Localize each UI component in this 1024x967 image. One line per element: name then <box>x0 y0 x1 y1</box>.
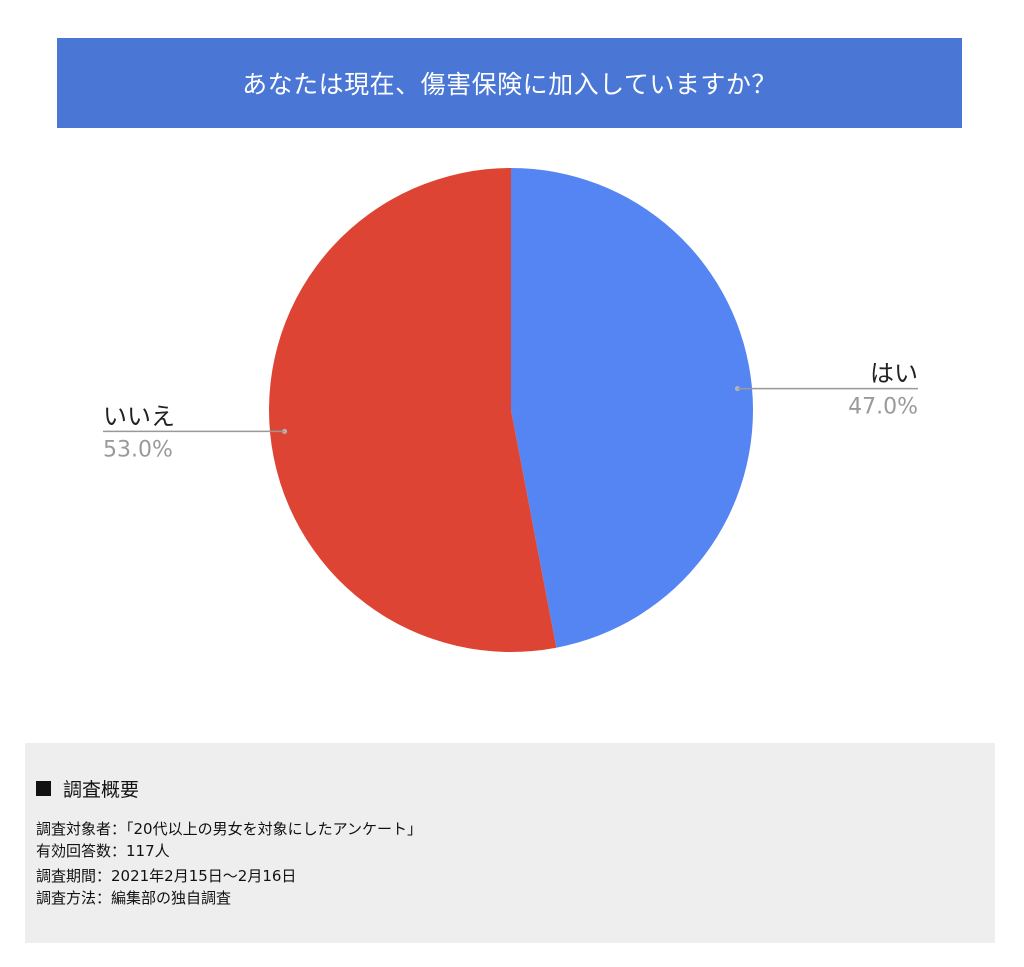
slice-percent-yes: 47.0% <box>848 395 918 420</box>
survey-responses: 有効回答数：117人 <box>36 842 170 860</box>
slice-label-yes: はい <box>870 360 918 388</box>
survey-heading-text: 調査概要 <box>63 779 140 801</box>
survey-target: 調査対象者：「20代以上の男女を対象にしたアンケート」 <box>36 820 422 838</box>
survey-period: 調査期間：2021年2月15日〜2月16日 <box>36 867 297 885</box>
chart-title: あなたは現在、傷害保険に加入していますか？ <box>242 70 777 99</box>
survey-heading: 調査概要 <box>36 775 995 802</box>
black-square-icon <box>36 781 51 796</box>
pie-slice-yes <box>511 168 753 648</box>
pie-slice-no <box>268 168 557 652</box>
survey-summary: 調査概要 調査対象者：「20代以上の男女を対象にしたアンケート」 有効回答数：1… <box>25 743 995 943</box>
slice-percent-no: 53.0% <box>103 437 173 462</box>
chart-title-bar: あなたは現在、傷害保険に加入していますか？ <box>57 38 962 128</box>
pie-chart: はい 47.0% いいえ 53.0% <box>103 168 918 652</box>
survey-method: 調査方法：編集部の独自調査 <box>36 889 232 907</box>
slice-label-no: いいえ <box>103 402 175 430</box>
